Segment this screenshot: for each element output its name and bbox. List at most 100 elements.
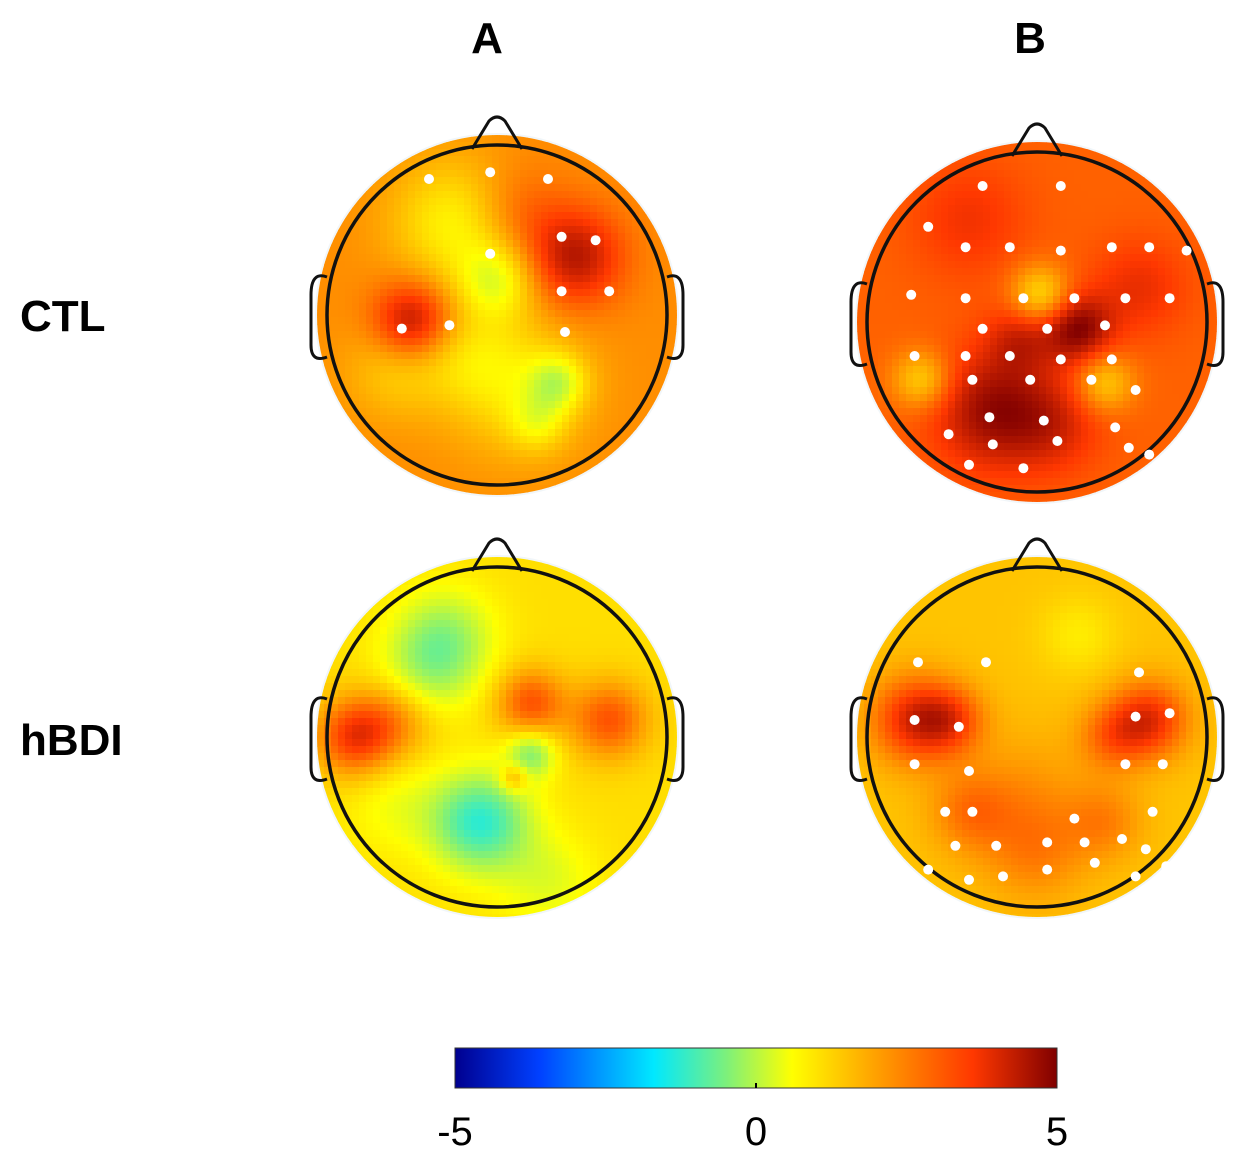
electrode-marker xyxy=(1106,354,1117,365)
electrode-marker xyxy=(1038,415,1049,426)
electrode-marker xyxy=(590,235,601,246)
electrode-marker xyxy=(1164,293,1175,304)
electrode-marker xyxy=(1055,181,1066,191)
electrode-marker xyxy=(1069,813,1080,824)
electrode-marker xyxy=(977,181,988,191)
colorbar xyxy=(454,1047,1058,1089)
electrode-marker xyxy=(1042,323,1053,334)
scalp-map-hbdi-b xyxy=(849,537,1225,919)
head-outline xyxy=(865,565,1209,909)
electrode-marker xyxy=(1004,351,1015,361)
scalp-map-ctl-b xyxy=(849,122,1225,504)
nose-outline xyxy=(1010,122,1064,157)
electrode-marker xyxy=(604,286,615,297)
electrode-marker xyxy=(1120,759,1131,770)
electrode-marker xyxy=(543,174,553,184)
electrode-marker xyxy=(1144,242,1155,253)
electrode-marker xyxy=(960,351,971,361)
electrode-marker xyxy=(964,874,974,885)
electrode-marker xyxy=(444,320,455,331)
electrode-marker xyxy=(1004,242,1015,253)
electrode-marker xyxy=(396,323,407,334)
right-ear-outline xyxy=(666,696,685,782)
column-label-b: B xyxy=(1014,14,1046,63)
nose-outline xyxy=(470,115,524,150)
right-ear-outline xyxy=(666,274,685,360)
electrode-marker xyxy=(1117,834,1127,844)
electrode-marker xyxy=(977,323,988,334)
scalp-map-hbdi-a xyxy=(309,537,685,919)
electrode-marker xyxy=(964,459,974,470)
electrode-marker xyxy=(987,439,998,450)
electrode-marker xyxy=(1018,463,1029,474)
head-outline xyxy=(325,565,669,909)
electrode-marker xyxy=(960,242,971,253)
electrode-marker xyxy=(556,286,567,297)
nose-outline xyxy=(1010,537,1064,572)
electrode-marker xyxy=(1052,436,1063,446)
nose-outline xyxy=(470,537,524,572)
electrode-marker xyxy=(1018,293,1029,304)
electrode-marker xyxy=(1161,861,1172,872)
left-ear-outline xyxy=(849,696,868,782)
electrode-marker xyxy=(1147,806,1158,817)
colorbar-tick-max: 5 xyxy=(1045,1110,1069,1154)
electrode-marker xyxy=(943,429,954,440)
electrode-marker xyxy=(950,840,961,851)
electrode-marker xyxy=(1025,374,1036,385)
electrode-marker xyxy=(1106,242,1117,253)
electrode-marker xyxy=(1086,374,1097,385)
electrode-marker xyxy=(998,871,1008,882)
electrode-marker xyxy=(923,864,934,875)
electrode-marker xyxy=(1130,385,1141,395)
electrode-marker xyxy=(556,231,567,242)
electrode-marker xyxy=(960,293,971,304)
electrode-marker xyxy=(485,248,496,259)
left-ear-outline xyxy=(309,696,328,782)
electrode-marker xyxy=(981,657,991,668)
electrode-marker xyxy=(1042,837,1053,848)
colorbar-tick-zero: 0 xyxy=(744,1110,768,1154)
row-label-hbdi: hBDI xyxy=(20,716,123,765)
electrode-marker xyxy=(1140,844,1151,855)
electrode-marker xyxy=(940,806,951,817)
electrode-marker xyxy=(1164,708,1175,719)
electrode-marker xyxy=(1100,320,1110,331)
electrode-marker xyxy=(1055,354,1066,365)
right-ear-outline xyxy=(1206,696,1225,782)
head-outline xyxy=(865,150,1209,494)
electrode-marker xyxy=(984,412,995,423)
electrode-marker xyxy=(991,840,1002,851)
left-ear-outline xyxy=(309,274,328,360)
column-label-a: A xyxy=(471,14,503,63)
electrode-marker xyxy=(560,327,570,337)
electrode-marker xyxy=(424,174,434,184)
electrode-marker xyxy=(964,766,974,776)
electrode-marker xyxy=(906,289,917,300)
left-ear-outline xyxy=(849,281,868,367)
electrode-marker xyxy=(909,715,920,725)
electrode-marker xyxy=(913,657,923,668)
electrode-marker xyxy=(1042,864,1053,875)
electrode-marker xyxy=(1069,293,1080,304)
electrode-marker xyxy=(909,351,920,361)
electrode-marker xyxy=(1089,857,1100,868)
electrode-marker xyxy=(1134,667,1144,678)
electrode-marker xyxy=(953,721,964,732)
electrode-marker xyxy=(485,167,496,178)
electrode-marker xyxy=(1144,449,1155,460)
electrode-marker xyxy=(923,221,934,232)
electrode-marker xyxy=(1120,293,1131,304)
electrode-marker xyxy=(1157,759,1168,770)
electrode-marker xyxy=(1130,711,1141,722)
row-label-ctl: CTL xyxy=(20,292,106,341)
electrode-marker xyxy=(1123,442,1134,453)
scalp-map-ctl-a xyxy=(309,115,685,497)
electrode-marker xyxy=(1181,245,1192,256)
head-outline xyxy=(325,143,669,487)
colorbar-tick-min: -5 xyxy=(437,1110,473,1154)
electrode-marker xyxy=(1079,837,1090,848)
electrode-marker xyxy=(1055,245,1066,256)
electrode-marker xyxy=(1157,459,1168,470)
